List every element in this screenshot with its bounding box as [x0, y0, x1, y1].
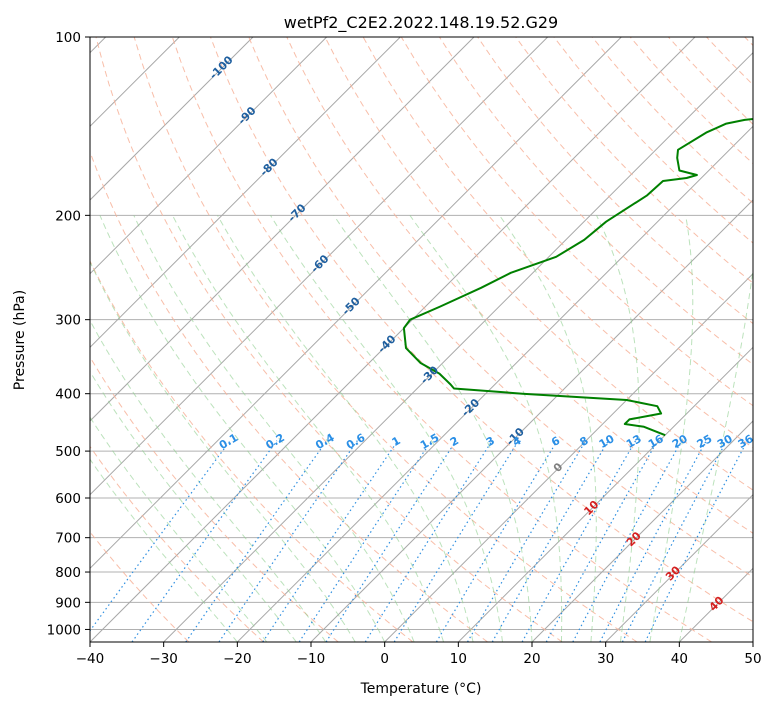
x-tick-label: 0 — [380, 651, 389, 667]
y-tick-label: 900 — [55, 595, 81, 611]
plot-frame — [89, 36, 754, 643]
dry-adiabat — [210, 37, 753, 623]
moist-adiabat — [499, 215, 597, 642]
mixing-ratio-line — [435, 440, 558, 642]
mixing-ratio-line — [364, 440, 493, 642]
y-tick-label: 800 — [55, 565, 81, 581]
mixing-ratio-line — [621, 440, 728, 642]
y-tick-label: 300 — [55, 313, 81, 329]
moist-adiabat — [90, 319, 327, 642]
isotherm-line — [90, 37, 254, 201]
moist-adiabat — [133, 215, 415, 642]
isotherm-line — [90, 37, 475, 422]
isotherm-line — [90, 37, 549, 496]
mixing-ratio-lines — [90, 440, 748, 642]
isotherm-line — [531, 420, 753, 642]
moist-adiabat — [270, 215, 503, 642]
x-tick-label: −40 — [76, 651, 105, 667]
x-axis-label: Temperature (°C) — [360, 681, 482, 697]
mixing-ratio-line — [491, 440, 609, 642]
moist-adiabat — [409, 215, 563, 642]
x-tick-label: 40 — [671, 651, 688, 667]
dry-adiabat — [133, 37, 638, 642]
x-tick-label: −30 — [149, 651, 178, 667]
isotherms — [90, 37, 753, 642]
x-tick-label: 20 — [523, 651, 540, 667]
dry-adiabat — [324, 37, 753, 491]
y-tick-label: 600 — [55, 491, 81, 507]
mixing-ratio-line — [572, 440, 683, 642]
y-tick-label: 200 — [55, 208, 81, 224]
moist-adiabat — [678, 265, 753, 642]
y-tick-label: 400 — [55, 387, 81, 403]
isotherm-line — [384, 272, 753, 642]
profile-series — [402, 117, 753, 437]
profile-line — [402, 117, 753, 437]
mixing-ratio-line — [466, 440, 587, 642]
mixing-ratio-labels: 0.1 0.2 0.4 0.6 1 1.5 2 3 4 6 8 10 13 16 20 25 30 36 — [217, 431, 756, 452]
pressure-grid — [90, 37, 753, 630]
y-tick-label: 700 — [55, 531, 81, 547]
mixing-ratio-line — [521, 440, 637, 642]
x-tick-label: 50 — [744, 651, 761, 667]
isotherm-line — [90, 37, 696, 642]
moist-adiabat — [649, 215, 694, 642]
chart-title: wetPf2_C2E2.2022.148.19.52.G29 — [284, 13, 558, 33]
y-tick-label: 1000 — [47, 622, 81, 638]
dry-adiabat — [95, 37, 563, 642]
y-axis-label: Pressure (hPa) — [12, 290, 28, 390]
y-axis: 100 200 300 400 500 600 700 800 900 1000 — [47, 30, 90, 638]
mixing-ratio-line — [131, 440, 278, 642]
isotherm-line — [90, 37, 401, 349]
y-tick-label: 100 — [55, 30, 81, 46]
moist-adiabat — [217, 215, 474, 642]
mixing-ratio-line — [185, 440, 328, 642]
isotherm-line — [90, 37, 328, 275]
dry-adiabat — [286, 37, 753, 534]
isotherm-line — [163, 51, 753, 642]
moist-adiabat — [596, 215, 640, 642]
dry-adiabat — [90, 259, 414, 642]
dry-adiabat — [248, 37, 753, 578]
moist-adiabat — [90, 260, 356, 642]
isotherm-line — [605, 493, 753, 642]
dry-adiabat — [171, 37, 712, 642]
isotherm-line — [236, 125, 753, 642]
x-tick-label: 10 — [450, 651, 467, 667]
moist-adiabat — [99, 215, 386, 642]
x-tick-label: −20 — [223, 651, 252, 667]
mixing-ratio-line — [393, 440, 520, 642]
mixing-ratio-line — [545, 440, 659, 642]
moist-adiabat — [90, 416, 268, 642]
moist-adiabat — [172, 215, 445, 642]
moist-adiabat — [90, 458, 238, 642]
y-tick-label: 500 — [55, 444, 81, 460]
mixing-ratio-line — [599, 440, 707, 642]
moist-adiabat — [333, 215, 533, 642]
dry-adiabat — [90, 445, 264, 642]
isotherm-line — [90, 37, 622, 570]
dry-adiabat — [515, 37, 753, 284]
mixing-ratio-line — [644, 440, 748, 642]
x-tick-label: −10 — [297, 651, 326, 667]
moist-adiabats — [90, 215, 753, 642]
x-tick-label: 30 — [597, 651, 614, 667]
x-axis: −40 −30 −20 −10 0 10 20 30 40 50 — [76, 642, 762, 667]
moist-adiabat — [90, 370, 297, 642]
mixing-ratio-line — [298, 440, 432, 642]
